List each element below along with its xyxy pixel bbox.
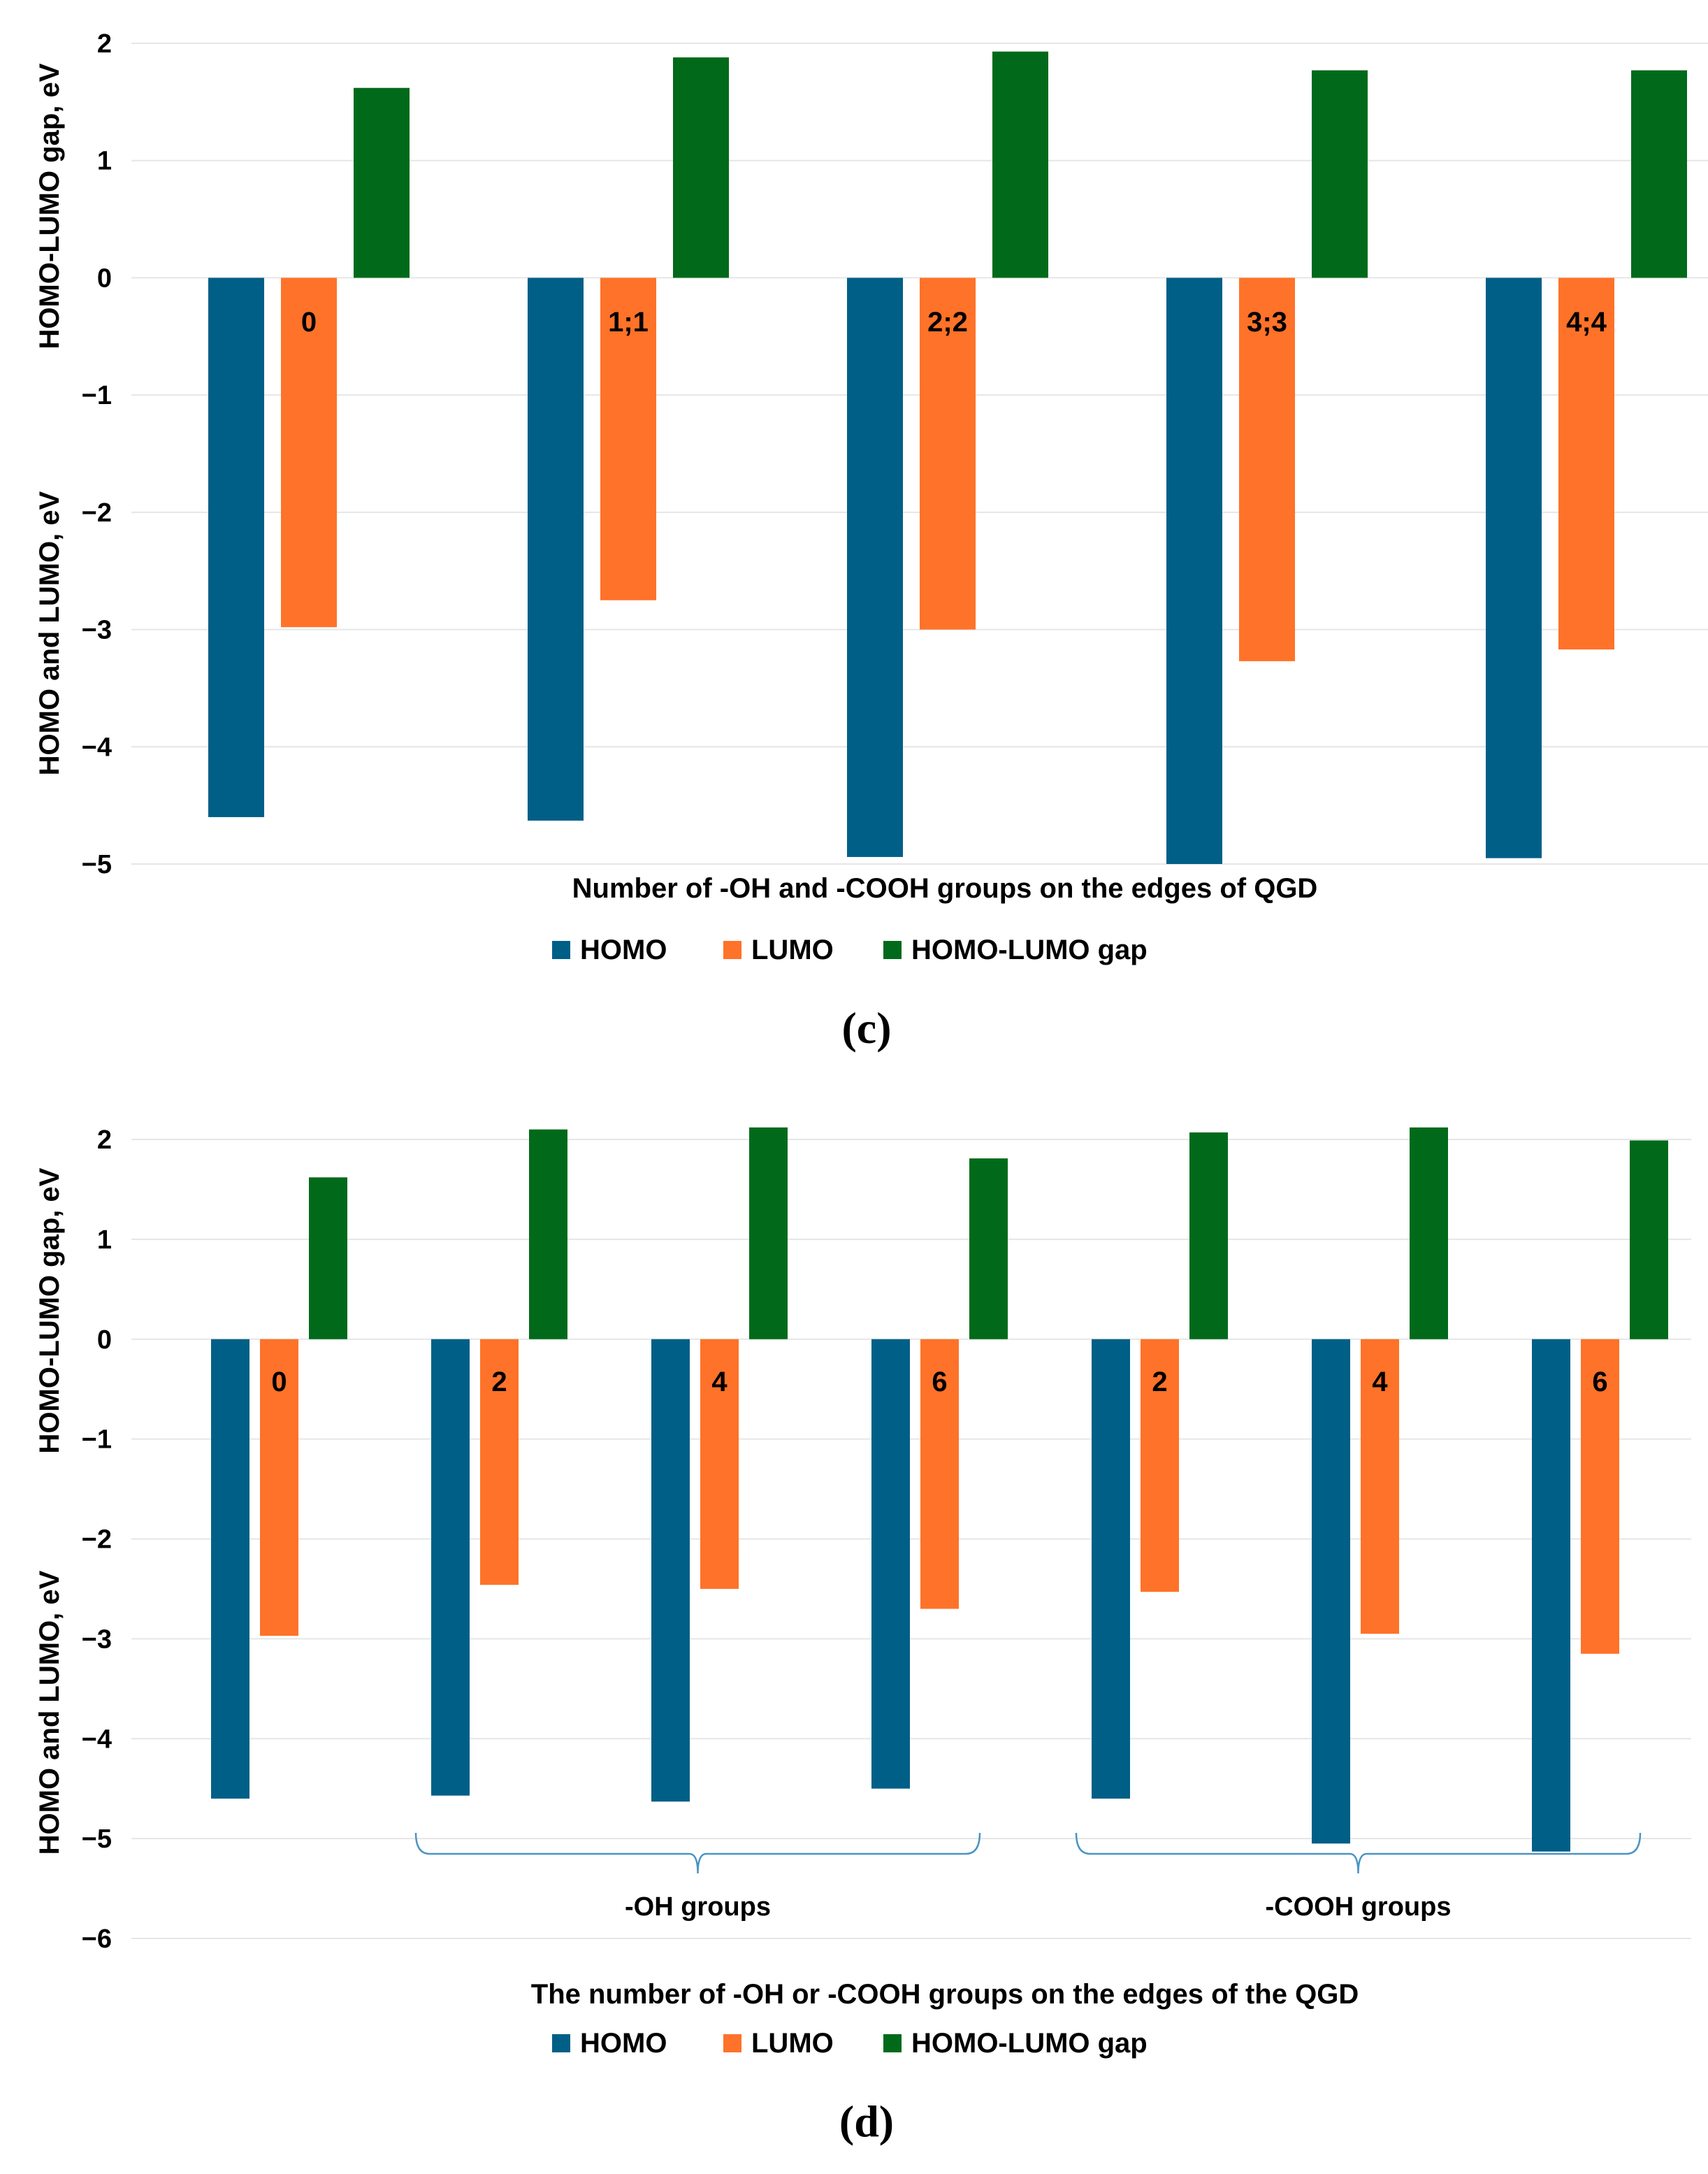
category-label: 6 bbox=[932, 1367, 947, 1397]
bar-homo bbox=[871, 1339, 910, 1789]
y-tick-label: 0 bbox=[97, 1325, 112, 1355]
category-label: 4;4 bbox=[1566, 307, 1607, 338]
bar-gap bbox=[992, 51, 1048, 278]
bar-gap bbox=[1410, 1127, 1448, 1339]
y-tick-label: −4 bbox=[82, 1725, 112, 1754]
y-tick-label: −2 bbox=[82, 1525, 112, 1555]
y-tick-label: 1 bbox=[97, 147, 112, 176]
bar-lumo bbox=[1361, 1339, 1399, 1634]
y-tick-label: −3 bbox=[82, 1625, 112, 1654]
category-label: 2;2 bbox=[927, 307, 968, 338]
bar-lumo bbox=[260, 1339, 298, 1636]
category-label: 1;1 bbox=[608, 307, 649, 338]
bar-homo bbox=[847, 278, 903, 857]
bar-lumo bbox=[1141, 1339, 1179, 1592]
bar-gap bbox=[354, 87, 410, 278]
bar-gap bbox=[309, 1177, 347, 1339]
y-tick-label: −1 bbox=[82, 1425, 112, 1455]
chart-panel-c: 2 1 0 −1 −2 −3 −4 −5 0 1;1 2;2 3;3 4;4 HOMO-LUMO gap,… bbox=[34, 29, 1708, 1053]
legend-swatch-gap bbox=[883, 941, 902, 959]
chart-panel-d: 2 1 0 −1 −2 −3 −4 −5 −6 0 2 4 6 2 4 6 HOMO-LUMO gap, eV H… bbox=[34, 1125, 1691, 2146]
y-axis-title-top: HOMO-LUMO gap, eV bbox=[34, 63, 65, 349]
group-brace bbox=[1075, 1832, 1642, 1874]
category-label: 6 bbox=[1592, 1367, 1607, 1397]
y-tick-label: −3 bbox=[82, 616, 112, 645]
bar-gap bbox=[969, 1158, 1008, 1339]
bar-gap bbox=[1631, 70, 1687, 278]
bar-homo bbox=[1532, 1339, 1570, 1852]
bar-lumo bbox=[700, 1339, 739, 1589]
y-tick-label: −4 bbox=[82, 733, 112, 762]
category-label: 0 bbox=[301, 307, 317, 338]
bar-lumo bbox=[1581, 1339, 1619, 1654]
legend-label-gap: HOMO-LUMO gap bbox=[911, 935, 1148, 965]
bar-gap bbox=[1189, 1132, 1228, 1339]
category-label: 2 bbox=[491, 1367, 507, 1397]
legend-swatch-lumo bbox=[723, 941, 741, 959]
bar-lumo bbox=[281, 278, 337, 628]
y-tick-label: −5 bbox=[82, 850, 112, 879]
bar-gap bbox=[1312, 70, 1368, 278]
bar-gap bbox=[1630, 1140, 1668, 1339]
legend-label-lumo: LUMO bbox=[751, 2028, 834, 2059]
legend-swatch-gap bbox=[883, 2034, 902, 2052]
y-axis-title-top: HOMO-LUMO gap, eV bbox=[34, 1167, 65, 1453]
y-tick-label: −6 bbox=[82, 1924, 112, 1954]
bar-homo bbox=[1486, 278, 1542, 858]
group-label: -COOH groups bbox=[1266, 1892, 1452, 1922]
y-tick-label: 1 bbox=[97, 1225, 112, 1255]
bar-homo bbox=[651, 1339, 690, 1802]
bar-gap bbox=[749, 1127, 788, 1339]
legend-swatch-homo bbox=[552, 2034, 570, 2052]
group-brace bbox=[414, 1832, 981, 1874]
bar-homo bbox=[208, 278, 264, 817]
category-label: 4 bbox=[1372, 1367, 1388, 1397]
bar-homo bbox=[431, 1339, 470, 1796]
y-tick-label: 2 bbox=[97, 29, 112, 59]
bar-homo bbox=[1166, 278, 1222, 864]
legend-label-homo: HOMO bbox=[580, 935, 667, 965]
bar-lumo bbox=[600, 278, 656, 600]
group-label: -OH groups bbox=[625, 1892, 771, 1922]
legend-swatch-homo bbox=[552, 941, 570, 959]
panel-label: (d) bbox=[839, 2096, 894, 2146]
x-axis-title: The number of -OH or -COOH groups on the… bbox=[531, 1979, 1359, 2010]
y-axis-title-bottom: HOMO and LUMO, eV bbox=[34, 1570, 65, 1855]
bar-homo bbox=[1092, 1339, 1130, 1799]
y-tick-label: −2 bbox=[82, 498, 112, 528]
legend-label-lumo: LUMO bbox=[751, 935, 834, 965]
category-label: 2 bbox=[1152, 1367, 1167, 1397]
y-tick-label: −1 bbox=[82, 381, 112, 410]
legend-label-gap: HOMO-LUMO gap bbox=[911, 2028, 1148, 2059]
bar-gap bbox=[673, 57, 729, 278]
category-label: 0 bbox=[271, 1367, 287, 1397]
legend-swatch-lumo bbox=[723, 2034, 741, 2052]
bar-homo bbox=[528, 278, 584, 821]
category-label: 4 bbox=[711, 1367, 728, 1397]
bar-homo bbox=[1312, 1339, 1350, 1844]
y-tick-label: 2 bbox=[97, 1125, 112, 1155]
bar-lumo bbox=[1239, 278, 1295, 661]
bar-lumo bbox=[920, 1339, 959, 1609]
bar-gap bbox=[529, 1129, 567, 1339]
bar-lumo bbox=[1558, 278, 1614, 650]
bar-lumo bbox=[480, 1339, 519, 1585]
bar-lumo bbox=[920, 278, 976, 630]
category-label: 3;3 bbox=[1247, 307, 1287, 338]
panel-label: (c) bbox=[841, 1003, 891, 1053]
y-tick-label: −5 bbox=[82, 1824, 112, 1854]
y-tick-label: 0 bbox=[97, 264, 112, 293]
x-axis-title: Number of -OH and -COOH groups on the ed… bbox=[572, 873, 1318, 904]
bar-homo bbox=[211, 1339, 249, 1799]
y-axis-title-bottom: HOMO and LUMO, eV bbox=[34, 491, 65, 775]
legend-label-homo: HOMO bbox=[580, 2028, 667, 2059]
